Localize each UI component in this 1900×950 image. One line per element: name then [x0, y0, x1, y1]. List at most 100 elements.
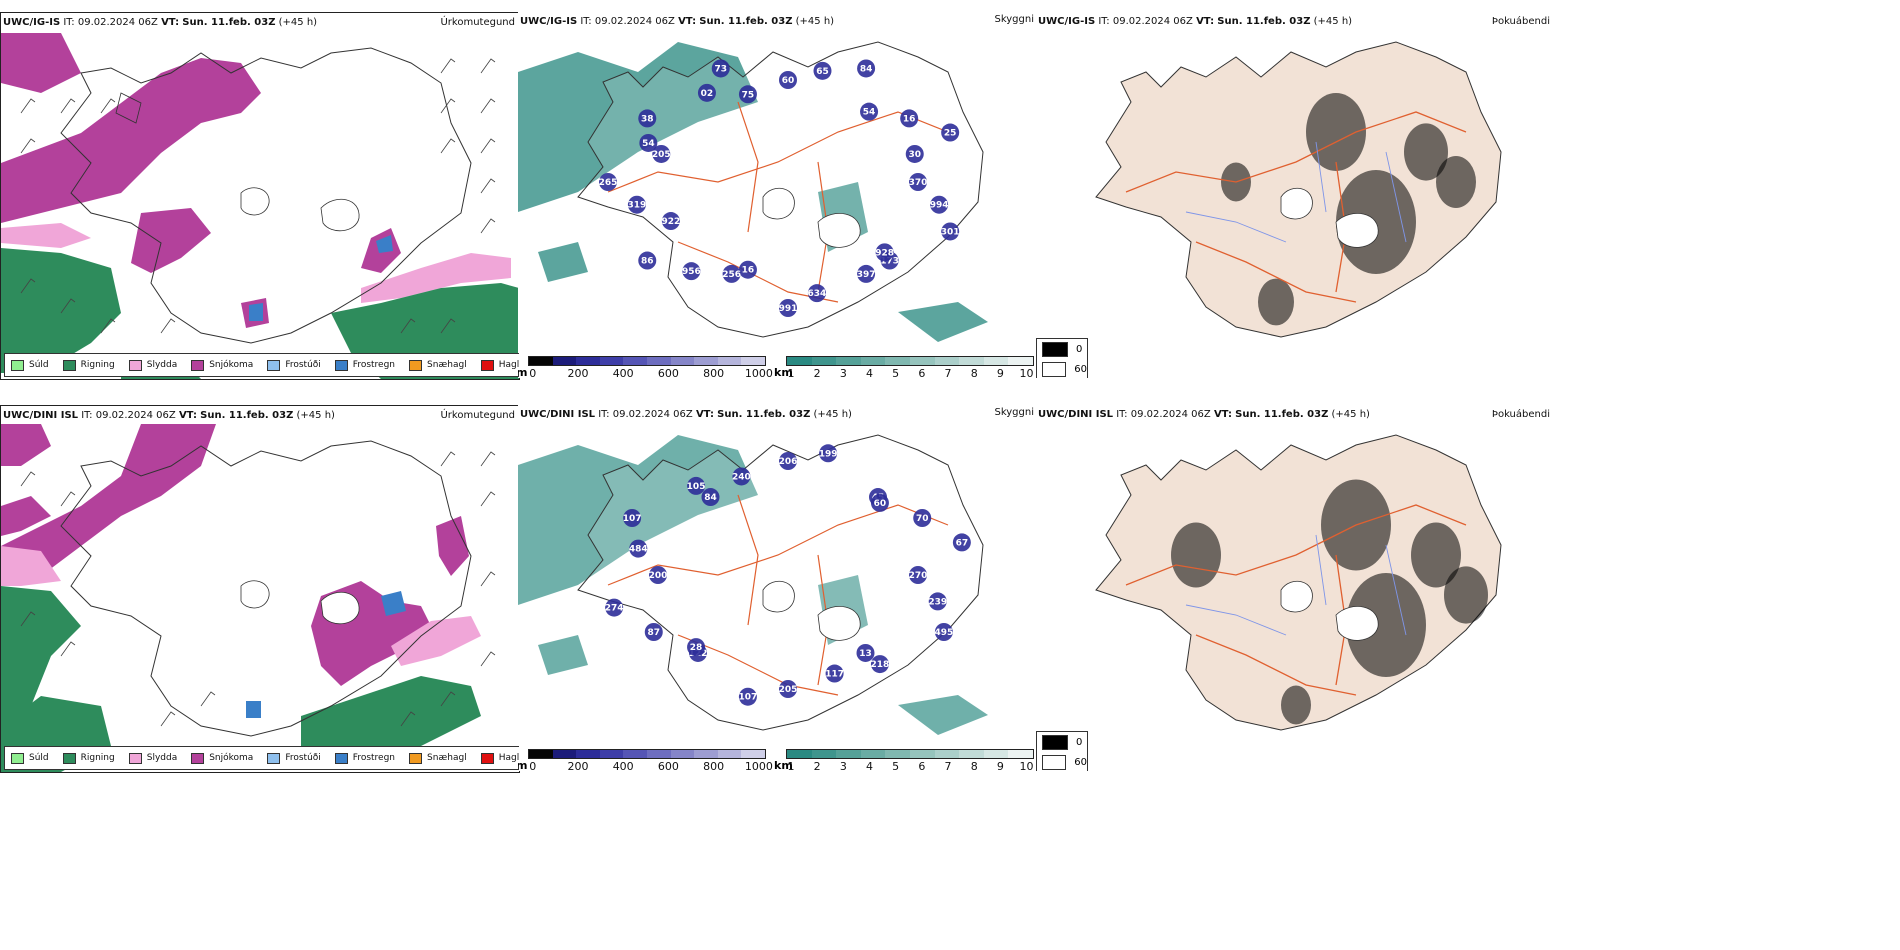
low-ceiling-area — [697, 83, 716, 102]
colorbar-strip — [786, 749, 1034, 759]
colorbar-cell — [811, 750, 837, 758]
colorbar-tick-label: 9 — [996, 367, 1004, 378]
ceiling-value-label: 200 — [649, 571, 668, 581]
legend-label: Frostregn — [352, 753, 396, 763]
visibility-map-name-2: Skyggni — [994, 407, 1034, 418]
colorbar-tick-label: 800 — [703, 760, 725, 771]
colorbar-cell — [836, 750, 861, 758]
colorbar-strip — [528, 749, 766, 759]
fog-legend-row: 60 — [1037, 752, 1087, 771]
colorbar-tick-label: 7 — [944, 367, 952, 378]
ceiling-value-label: 928 — [875, 248, 894, 258]
ceiling-value-label: 16 — [742, 266, 755, 276]
precip-type-map-2 — [1, 424, 496, 772]
visibility-map-panel-1: UWC/IG-IS IT: 09.02.2024 06Z VT: Sun. 11… — [518, 12, 1036, 378]
colorbar-tick-label: 9 — [996, 760, 1004, 771]
colorbar-cell — [836, 357, 861, 365]
low-ceiling-area — [738, 85, 757, 104]
ceiling-value-label: 495 — [934, 628, 953, 638]
legend-label: Rigning — [80, 360, 115, 370]
colorbar-cell — [576, 357, 600, 365]
visibility-map-title-1: UWC/IG-IS IT: 09.02.2024 06Z VT: Sun. 11… — [520, 16, 835, 27]
glacier-outline — [1280, 580, 1313, 613]
colorbar-cell — [717, 357, 742, 365]
precip-legend-1: Súld Rigning Slydda Snjókoma Frostúði Frostre… — [4, 353, 519, 377]
colorbar-cell — [623, 357, 647, 365]
legend-swatch — [267, 752, 281, 764]
precip-legend-item: Snjókoma — [191, 752, 253, 764]
colorbar-ticks: 0 200 400 600 800 1000 — [528, 759, 773, 771]
low-ceiling-area — [627, 195, 646, 214]
precip-legend-item: Slydda — [128, 752, 177, 764]
visibility-map-name-1: Skyggni — [994, 14, 1034, 25]
fog-legend-1: 0 60 — [1036, 338, 1088, 378]
colorbar-tick-label: 5 — [892, 760, 900, 771]
precip-map-title-2: UWC/DINI ISL IT: 09.02.2024 06Z VT: Sun.… — [3, 410, 335, 421]
ceiling-value-label: 30 — [908, 150, 921, 160]
legend-swatch — [128, 359, 142, 371]
precip-legend-item: Frostregn — [334, 752, 396, 764]
colorbar-unit: km — [774, 759, 793, 771]
colorbar-tick-label: 1000 — [744, 760, 773, 771]
visibility-fog-area — [538, 242, 588, 282]
low-ceiling-area — [661, 212, 680, 231]
fog-legend-row: 60 — [1037, 359, 1087, 378]
glacier-outline — [817, 606, 861, 641]
ceiling-value-label: 13 — [859, 649, 872, 659]
legend-label: Haglél — [498, 753, 520, 763]
ceiling-value-label: 270 — [909, 571, 928, 581]
colorbar-cell — [959, 357, 984, 365]
precip-legend-item: Snjókoma — [191, 359, 253, 371]
ceiling-value-label: 117 — [825, 670, 844, 680]
colorbar-tick-label: 6 — [918, 367, 926, 378]
colorbar-tick-label: 10 — [1019, 367, 1034, 378]
colorbar-tick-label: 400 — [612, 760, 634, 771]
ceiling-value-label: 274 — [605, 604, 624, 614]
low-ceiling-area — [652, 144, 671, 163]
river-network — [1185, 141, 1407, 243]
ceiling-colorbar-2: 0 200 400 600 800 1000 m — [518, 749, 773, 771]
colorbar-cell — [670, 357, 695, 365]
ceiling-value-label: 922 — [661, 217, 680, 227]
low-ceiling-area — [701, 488, 720, 507]
colorbar-tick-label: 6 — [918, 760, 926, 771]
fog-indicator-area — [1258, 278, 1294, 326]
ceiling-value-label: 265 — [599, 178, 618, 188]
colorbar-cell — [646, 357, 671, 365]
ceiling-value-label: 205 — [779, 685, 798, 695]
legend-swatch — [480, 359, 494, 371]
visibility-colorbar-2: 1 2 3 4 5 6 7 8 9 10 km — [774, 749, 1034, 771]
colorbar-tick-label: 0 — [529, 760, 537, 771]
colorbar-cell — [670, 750, 695, 758]
fog-indicator-area — [1171, 522, 1221, 588]
low-ceiling-area — [928, 592, 947, 611]
fog-map-name-1: Þokuábendi — [1491, 16, 1550, 27]
colorbar-cell — [1008, 357, 1033, 365]
low-ceiling-area — [913, 509, 932, 527]
ceiling-value-label: 25 — [944, 129, 957, 139]
colorbar-cell — [623, 750, 647, 758]
colorbar-cell — [529, 750, 553, 758]
fog-legend-swatch — [1042, 754, 1067, 770]
colorbar-tick-label: 600 — [657, 760, 679, 771]
ceiling-value-label: 107 — [738, 693, 757, 703]
low-ceiling-area — [930, 195, 949, 214]
low-ceiling-area — [807, 284, 826, 303]
colorbar-unit: m — [518, 759, 528, 771]
colorbar-cell — [646, 750, 671, 758]
colorbar-tick-label: 600 — [657, 367, 679, 378]
ceiling-value-label: 956 — [682, 267, 701, 277]
fog-map-name-2: Þokuábendi — [1491, 409, 1550, 420]
colorbar-tick-label: 200 — [567, 367, 589, 378]
legend-swatch — [334, 359, 348, 371]
low-ceiling-area — [857, 59, 876, 78]
ceiling-value-label: 199 — [819, 449, 838, 459]
colorbar-tick-label: 0 — [529, 367, 537, 378]
precip-type-map-1 — [1, 33, 519, 379]
colorbar-tick-label: 1000 — [744, 367, 773, 378]
glacier-outline — [817, 213, 861, 248]
colorbar-unit: km — [774, 366, 793, 378]
precip-legend-item: Slydda — [128, 359, 177, 371]
ceiling-value-label: 73 — [714, 64, 727, 74]
visibility-colorbar-1: 1 2 3 4 5 6 7 8 9 10 km — [774, 356, 1034, 378]
